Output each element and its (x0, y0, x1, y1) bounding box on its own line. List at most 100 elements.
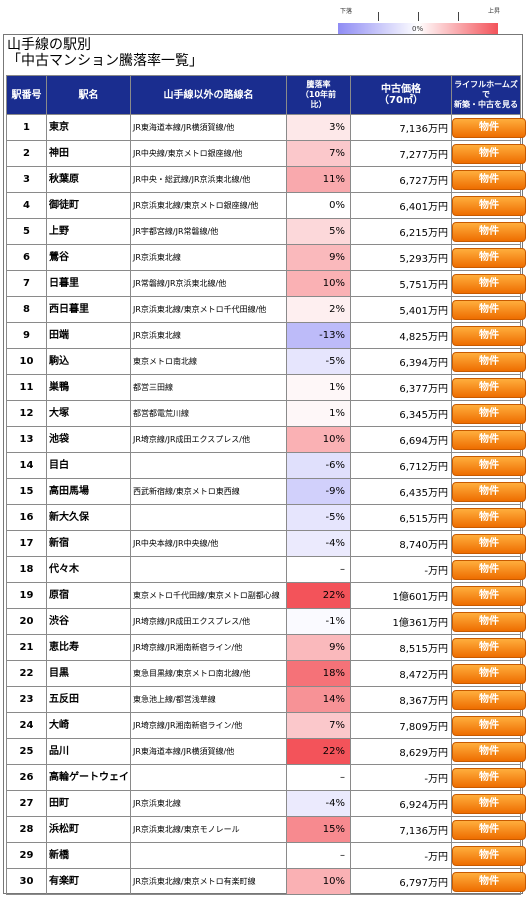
change-rate: -5% (286, 348, 351, 375)
listing-button[interactable]: 物件 (452, 351, 526, 372)
listing-cell: 物件 (451, 738, 526, 765)
listing-cell: 物件 (451, 270, 526, 297)
change-rate: 11% (286, 166, 351, 193)
change-rate: – (286, 764, 351, 791)
header-station-name: 駅名 (46, 75, 131, 115)
listing-button[interactable]: 物件 (452, 481, 526, 502)
listing-button[interactable]: 物件 (452, 169, 526, 190)
table-row: 10 駒込 東京メトロ南北線 -5% 6,394万円 物件 (6, 348, 526, 375)
change-rate: 2% (286, 296, 351, 323)
change-rate: 7% (286, 712, 351, 739)
table-row: 28 浜松町 JR京浜東北線/東京モノレール 15% 7,136万円 物件 (6, 816, 526, 843)
listing-button[interactable]: 物件 (452, 689, 526, 710)
other-lines: JR京浜東北線/東京メトロ有楽町線 (130, 868, 287, 895)
table-row: 14 目白 -6% 6,712万円 物件 (6, 452, 526, 479)
listing-button[interactable]: 物件 (452, 585, 526, 606)
other-lines: JR中央線/東京メトロ銀座線/他 (130, 140, 287, 167)
other-lines: 西武新宿線/東京メトロ東西線 (130, 478, 287, 505)
table-row: 1 東京 JR東海道本線/JR横須賀線/他 3% 7,136万円 物件 (6, 114, 526, 141)
listing-button[interactable]: 物件 (452, 767, 526, 788)
station-number: 22 (6, 660, 47, 687)
used-price: 6,924万円 (350, 790, 452, 817)
legend-tick (418, 12, 419, 21)
header-btn-line1: ライフルホームズ (454, 80, 518, 89)
used-price: 5,751万円 (350, 270, 452, 297)
listing-cell: 物件 (451, 530, 526, 557)
table-row: 4 御徒町 JR京浜東北線/東京メトロ銀座線/他 0% 6,401万円 物件 (6, 192, 526, 219)
listing-button[interactable]: 物件 (452, 221, 526, 242)
station-number: 12 (6, 400, 47, 427)
station-number: 29 (6, 842, 47, 869)
listing-button[interactable]: 物件 (452, 455, 526, 476)
table-row: 27 田町 JR京浜東北線 -4% 6,924万円 物件 (6, 790, 526, 817)
listing-button[interactable]: 物件 (452, 611, 526, 632)
listing-cell: 物件 (451, 504, 526, 531)
listing-button[interactable]: 物件 (452, 247, 526, 268)
listing-button[interactable]: 物件 (452, 793, 526, 814)
station-number: 23 (6, 686, 47, 713)
table-row: 7 日暮里 JR常磐線/JR京浜東北線/他 10% 5,751万円 物件 (6, 270, 526, 297)
other-lines: JR京浜東北線 (130, 790, 287, 817)
listing-button[interactable]: 物件 (452, 377, 526, 398)
listing-button[interactable]: 物件 (452, 533, 526, 554)
listing-button[interactable]: 物件 (452, 845, 526, 866)
listing-button[interactable]: 物件 (452, 325, 526, 346)
station-name: 駒込 (46, 348, 131, 375)
used-price: 5,401万円 (350, 296, 452, 323)
other-lines (130, 842, 287, 869)
table-row: 5 上野 JR宇都宮線/JR常磐線/他 5% 6,215万円 物件 (6, 218, 526, 245)
station-name: 神田 (46, 140, 131, 167)
listing-button[interactable]: 物件 (452, 299, 526, 320)
station-number: 25 (6, 738, 47, 765)
listing-button[interactable]: 物件 (452, 143, 526, 164)
station-name: 秋葉原 (46, 166, 131, 193)
station-name: 新橋 (46, 842, 131, 869)
listing-button[interactable]: 物件 (452, 273, 526, 294)
table-row: 9 田端 JR京浜東北線 -13% 4,825万円 物件 (6, 322, 526, 349)
listing-cell: 物件 (451, 192, 526, 219)
used-price: 1億361万円 (350, 608, 452, 635)
station-number: 14 (6, 452, 47, 479)
listing-button[interactable]: 物件 (452, 195, 526, 216)
change-rate: -1% (286, 608, 351, 635)
change-rate: 7% (286, 140, 351, 167)
listing-cell: 物件 (451, 712, 526, 739)
change-rate: 10% (286, 868, 351, 895)
listing-button[interactable]: 物件 (452, 715, 526, 736)
listing-button[interactable]: 物件 (452, 741, 526, 762)
listing-button[interactable]: 物件 (452, 637, 526, 658)
station-number: 30 (6, 868, 47, 895)
table-row: 20 渋谷 JR埼京線/JR成田エクスプレス/他 -1% 1億361万円 物件 (6, 608, 526, 635)
listing-button[interactable]: 物件 (452, 507, 526, 528)
station-number: 10 (6, 348, 47, 375)
listing-button[interactable]: 物件 (452, 871, 526, 892)
listing-cell: 物件 (451, 556, 526, 583)
listing-button[interactable]: 物件 (452, 559, 526, 580)
listing-cell: 物件 (451, 400, 526, 427)
station-name: 浜松町 (46, 816, 131, 843)
listing-button[interactable]: 物件 (452, 117, 526, 138)
header-station-no: 駅番号 (6, 75, 47, 115)
table-row: 21 恵比寿 JR埼京線/JR湘南新宿ライン/他 9% 8,515万円 物件 (6, 634, 526, 661)
station-name: 上野 (46, 218, 131, 245)
listing-button[interactable]: 物件 (452, 403, 526, 424)
color-legend: 下落 上昇 0% (338, 6, 500, 34)
other-lines: JR埼京線/JR成田エクスプレス/他 (130, 426, 287, 453)
station-name: 目黒 (46, 660, 131, 687)
listing-button[interactable]: 物件 (452, 819, 526, 840)
used-price: 6,797万円 (350, 868, 452, 895)
listing-button[interactable]: 物件 (452, 429, 526, 450)
change-rate: -4% (286, 530, 351, 557)
listing-button[interactable]: 物件 (452, 663, 526, 684)
used-price: 6,712万円 (350, 452, 452, 479)
table-row: 8 西日暮里 JR京浜東北線/東京メトロ千代田線/他 2% 5,401万円 物件 (6, 296, 526, 323)
header-other-lines: 山手線以外の路線名 (130, 75, 287, 115)
used-price: 1億601万円 (350, 582, 452, 609)
used-price: -万円 (350, 842, 452, 869)
station-number: 18 (6, 556, 47, 583)
listing-cell: 物件 (451, 218, 526, 245)
page-title: 山手線の駅別 「中古マンション騰落率一覧」 (7, 37, 203, 69)
change-rate: 22% (286, 582, 351, 609)
station-number: 21 (6, 634, 47, 661)
station-name: 原宿 (46, 582, 131, 609)
